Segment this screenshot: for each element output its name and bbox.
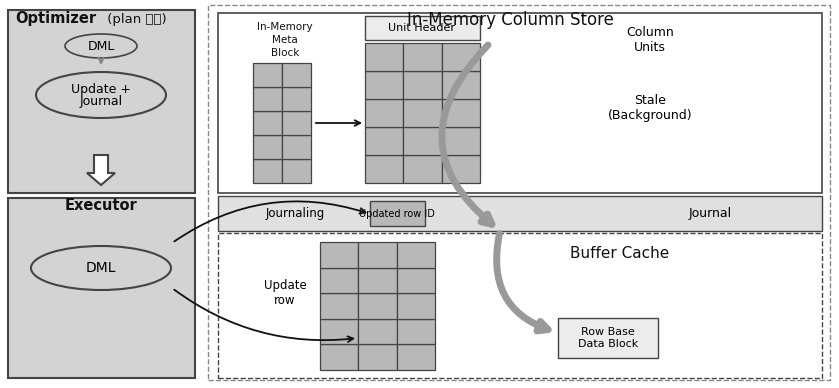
Text: Update +: Update + [71, 83, 131, 97]
Bar [397, 319, 435, 345]
Text: Unit Header: Unit Header [388, 23, 456, 33]
Bar [320, 345, 358, 370]
Bar [358, 293, 397, 319]
Bar [558, 318, 658, 358]
Polygon shape [87, 155, 115, 185]
Text: DML: DML [86, 261, 117, 275]
Bar [282, 87, 311, 111]
Text: Updated row ID: Updated row ID [359, 209, 435, 219]
Text: Journal: Journal [80, 95, 122, 109]
Text: Journal: Journal [689, 206, 732, 220]
Bar [370, 201, 425, 226]
Bar [253, 159, 282, 183]
Bar [404, 43, 441, 71]
Bar [358, 345, 397, 370]
Bar [441, 99, 480, 127]
Text: Row Base
Data Block: Row Base Data Block [578, 327, 638, 349]
Bar [282, 159, 311, 183]
Bar [253, 87, 282, 111]
Bar [365, 71, 404, 99]
Text: Executor: Executor [65, 199, 138, 213]
Bar [320, 242, 358, 268]
Bar [441, 71, 480, 99]
Bar [365, 127, 404, 155]
Bar [253, 63, 282, 87]
Bar [253, 135, 282, 159]
Bar [441, 43, 480, 71]
Text: Journaling: Journaling [265, 206, 325, 220]
Bar [253, 111, 282, 135]
Text: DML: DML [87, 40, 115, 52]
Bar [358, 319, 397, 345]
Text: Stale
(Background): Stale (Background) [607, 94, 692, 122]
Bar [208, 5, 830, 380]
Bar [282, 135, 311, 159]
Bar [218, 196, 822, 231]
Bar [397, 242, 435, 268]
Bar [365, 99, 404, 127]
Ellipse shape [31, 246, 171, 290]
Bar [404, 71, 441, 99]
Bar [365, 16, 480, 40]
Bar [282, 63, 311, 87]
Bar [404, 99, 441, 127]
Bar [218, 233, 822, 378]
Text: (plan 생성): (plan 생성) [103, 12, 167, 26]
Bar [404, 155, 441, 183]
Bar [320, 319, 358, 345]
Bar [441, 127, 480, 155]
Bar [8, 10, 195, 193]
Text: Buffer Cache: Buffer Cache [571, 246, 670, 260]
Bar [365, 43, 404, 71]
Bar [404, 127, 441, 155]
Bar [365, 155, 404, 183]
Text: Update
row: Update row [263, 279, 306, 307]
Ellipse shape [36, 72, 166, 118]
Bar [8, 198, 195, 378]
Bar [441, 155, 480, 183]
Bar [282, 111, 311, 135]
Ellipse shape [65, 34, 137, 58]
Text: Optimizer: Optimizer [15, 12, 96, 26]
Text: In-Memory
Meta
Block: In-Memory Meta Block [258, 22, 313, 58]
Bar [358, 242, 397, 268]
Text: In-Memory Column Store: In-Memory Column Store [407, 11, 613, 29]
Bar [397, 268, 435, 293]
Bar [320, 293, 358, 319]
Bar [397, 293, 435, 319]
Bar [218, 13, 822, 193]
Bar [397, 345, 435, 370]
Bar [358, 268, 397, 293]
Text: Column
Units: Column Units [626, 26, 674, 54]
Bar [320, 268, 358, 293]
